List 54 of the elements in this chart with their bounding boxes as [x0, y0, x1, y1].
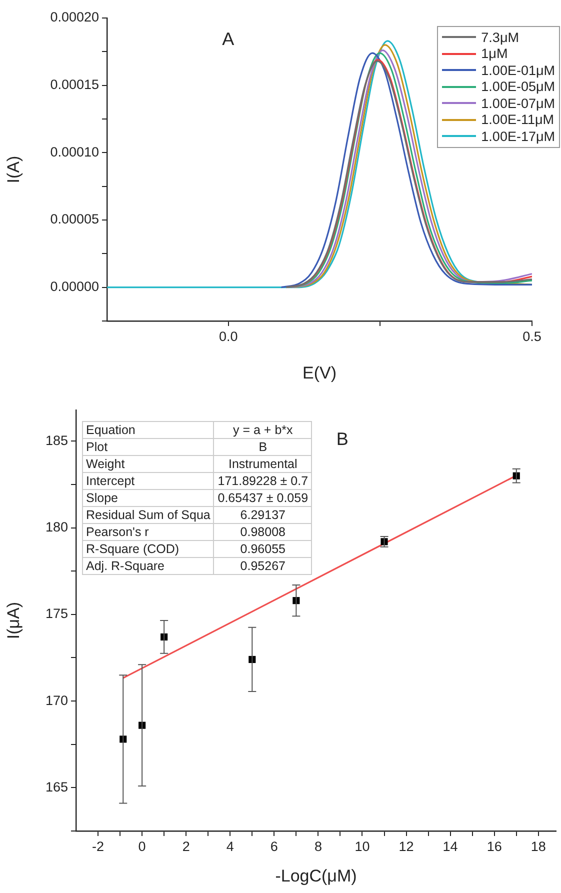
annotation: Intercept — [82, 472, 214, 490]
y-tick-label: 0.00005 — [50, 212, 99, 227]
annotation: Pearson's r — [82, 524, 214, 540]
x-tick-label: 0.0 — [219, 328, 238, 344]
annotation: 0.98008 — [214, 524, 312, 540]
y-tick-label: 180 — [45, 520, 68, 535]
y-tick-label: 0.00000 — [50, 279, 99, 294]
x-tick-label: 14 — [442, 838, 458, 854]
annotation: Plot — [82, 438, 214, 456]
legend-label: 1.00E-07μM — [481, 96, 555, 111]
annotation: Equation — [82, 422, 214, 438]
annotation: 0.96055 — [214, 540, 312, 558]
y-tick-label: 165 — [45, 779, 68, 794]
y-tick-label: 175 — [45, 606, 68, 622]
y-tick-label: 170 — [45, 692, 68, 708]
annotation: 6.29137 — [214, 506, 312, 524]
y-tick-label: 0.00020 — [50, 10, 99, 25]
annotation: 0.95267 — [214, 558, 312, 574]
x-tick-label: 8 — [314, 838, 322, 854]
annotation: 0.65437 ± 0.059 — [214, 490, 312, 506]
x-tick-label: 18 — [530, 838, 546, 854]
text: B — [336, 428, 348, 449]
legend-label: 1μM — [481, 46, 508, 62]
y-tick-label: 0.00010 — [50, 144, 99, 160]
annotation: 171.89228 ± 0.7 — [214, 472, 312, 490]
annotation: Instrumental — [214, 456, 312, 472]
annotation: B — [214, 438, 312, 456]
y-axis-title: I(μA) — [4, 602, 23, 640]
annotation: Adj. R-Square — [82, 558, 214, 574]
text: A — [222, 28, 234, 49]
annotation: R-Square (COD) — [82, 540, 214, 558]
annotation: Slope — [82, 490, 214, 506]
x-tick-label: 2 — [182, 838, 190, 854]
x-axis-title: -LogC(μM) — [275, 866, 357, 886]
legend-label: 7.3μM — [481, 30, 519, 45]
annotation: Weight — [82, 456, 214, 472]
x-tick-label: 0.5 — [522, 328, 542, 344]
legend-label: 1.00E-01μM — [481, 62, 555, 78]
y-tick-label: 185 — [45, 432, 68, 448]
annotation: Residual Sum of Squa — [82, 506, 214, 524]
x-tick-label: 10 — [354, 838, 370, 854]
y-axis-title: I(A) — [4, 156, 23, 184]
x-tick-label: 0 — [138, 838, 146, 854]
x-tick-label: 6 — [270, 838, 278, 854]
legend-label: 1.00E-11μM — [481, 112, 554, 128]
legend-label: 1.00E-05μM — [481, 79, 555, 94]
x-tick-label: 16 — [486, 838, 502, 854]
x-tick-label: -2 — [92, 838, 104, 854]
x-tick-label: 4 — [226, 838, 234, 854]
y-tick-label: 0.00015 — [50, 77, 99, 92]
legend-label: 1.00E-17μM — [481, 128, 555, 144]
annotation: y = a + b*x — [214, 422, 312, 438]
x-axis-title: E(V) — [302, 363, 336, 382]
x-tick-label: 12 — [398, 838, 414, 854]
